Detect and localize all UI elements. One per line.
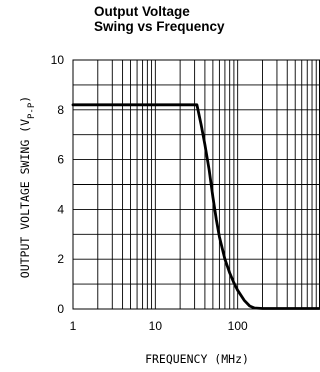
x-tick-label: 10 (149, 319, 163, 333)
x-tick-label: 1 (70, 319, 77, 333)
y-axis-label-main: OUTPUT VOLTAGE SWING (V (18, 119, 32, 278)
chart-title-line1: Output Voltage (94, 4, 190, 19)
chart-title-line2: Swing vs Frequency (94, 19, 225, 34)
series-line (71, 103, 320, 310)
y-axis-label-subscript: P-P (27, 102, 37, 119)
chart-grid (73, 60, 320, 309)
y-axis-label: OUTPUT VOLTAGE SWING (VP-P) (18, 96, 37, 278)
y-axis-label-close: ) (18, 96, 32, 103)
x-tick-label: 100 (228, 319, 248, 333)
x-axis-label: FREQUENCY (MHz) (145, 352, 249, 366)
x-tick-labels: 1 10 100 (70, 319, 248, 333)
y-tick-label: 8 (57, 103, 64, 117)
y-tick-label: 4 (57, 202, 64, 216)
y-tick-label: 2 (57, 252, 64, 266)
y-tick-label: 6 (57, 153, 64, 167)
y-tick-label: 10 (51, 53, 65, 67)
y-tick-label: 0 (57, 302, 64, 316)
y-tick-labels: 0 2 4 6 8 10 (51, 53, 65, 316)
chart-title: Output Voltage Swing vs Frequency (94, 4, 225, 34)
